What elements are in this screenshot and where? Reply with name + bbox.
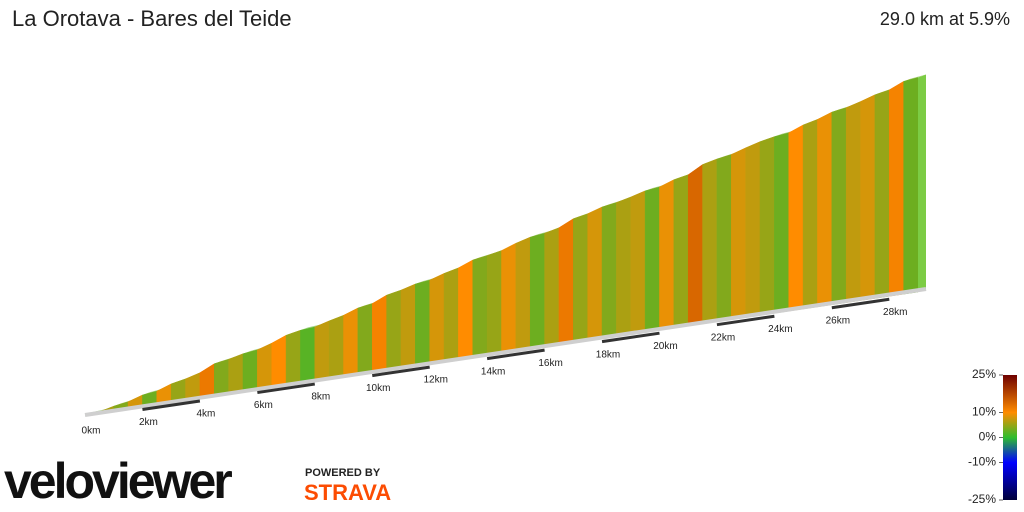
distance-axis: 0km 2km 4km 6km 8km 10km 12km 14km 16km 18km 20km 2… [82,287,927,437]
gradient-segment [831,107,847,306]
gradient-segment [214,358,229,397]
colorbar-tick-label: -10% [968,455,996,469]
x-tick-band [831,297,890,310]
x-tick-label: 22km [711,332,735,343]
x-tick-label: 4km [196,409,215,420]
x-tick-label: 24km [768,324,792,335]
x-tick-label: 0km [82,426,101,437]
gradient-segment [601,202,617,339]
gradient-segment [400,283,416,369]
segment-top [530,230,553,238]
gradient-segment [845,101,861,303]
x-tick-band [716,314,775,327]
x-tick-label: 8km [311,392,330,403]
gradient-segment [328,314,344,380]
gradient-segment [242,349,258,392]
segment-top [300,324,323,331]
colorbar-tick-label: 0% [979,430,997,444]
gradient-segment [443,267,459,363]
gradient-segment [673,174,689,329]
gradient-segment [271,334,287,388]
gradient-segment [860,94,876,301]
gradient-segment [889,80,904,297]
strava-logo: STRAVA [304,480,391,505]
gradient-segment [558,218,574,346]
gradient-segment [544,227,560,348]
gradient-segment [731,147,746,320]
gradient-segment [587,206,603,342]
segment-top [760,133,783,142]
colorbar-tick-label: 25% [972,367,996,381]
gradient-segment [716,154,732,322]
gradient-segment [630,190,646,335]
powered-by: POWERED BY [305,467,381,479]
x-tick-band [601,331,660,344]
gradient-segment [343,307,359,378]
gradient-segment [529,232,545,350]
gradient-segment [702,158,718,325]
gradient-segment [300,326,316,384]
gradient-segment [357,303,373,375]
x-tick-label: 2km [139,417,158,428]
gradient-segment [644,186,660,333]
x-tick-label: 14km [481,366,505,377]
x-tick-label: 6km [254,400,273,411]
chart-subtitle: 29.0 km at 5.9% [880,9,1010,29]
gradient-segment [386,289,402,371]
gradient-segment [616,196,632,337]
gradient-segment [745,141,761,318]
x-tick-label: 20km [653,341,677,352]
gradient-segment [774,132,789,314]
gradient-segment [458,259,474,361]
x-tick-label: 28km [883,307,907,318]
gradient-segment [817,111,833,308]
segment-top [903,74,926,82]
gradient-segment [285,329,301,386]
gradient-segment [687,164,703,327]
gradient-segment [371,294,387,373]
gradient-segment [501,242,517,354]
gradient-segment [185,372,201,401]
gradient-segment [415,279,430,367]
gradient-segment [314,320,330,382]
colorbar-tick-label: 10% [972,405,996,419]
gradient-segment [472,255,488,359]
colorbar [1003,375,1017,500]
gradient-segment [788,124,804,312]
gradient-segment [486,250,502,356]
chart-title: La Orotava - Bares del Teide [12,6,292,31]
segment-top [286,327,309,336]
x-tick-label: 26km [826,315,850,326]
gradient-segment [903,77,919,295]
gradient-segment [228,353,244,395]
gradient-segment [659,179,675,331]
gradient-segment [429,273,445,365]
x-tick-band [486,348,545,361]
x-tick-band [142,399,201,412]
baseline [84,287,927,417]
gradient-segment [515,236,531,352]
colorbar-tick-label: -25% [968,492,996,506]
x-tick-label: 16km [538,358,562,369]
profile [84,74,926,416]
x-tick-label: 12km [423,375,447,386]
gradient-segment [257,342,272,390]
x-tick-band [257,382,316,395]
logo: veloviewer [4,453,232,509]
gradient-segment [573,213,588,344]
x-tick-label: 10km [366,383,390,394]
profile-end [918,74,926,293]
segment-top [472,252,496,260]
gradient-segment [874,89,890,299]
gradient-segment [802,119,818,310]
color-legend: 25% 10% 0% -10% -25% [968,367,1017,506]
gradient-segment [759,136,775,316]
x-tick-band [372,365,430,378]
x-tick-label: 18km [596,349,620,360]
